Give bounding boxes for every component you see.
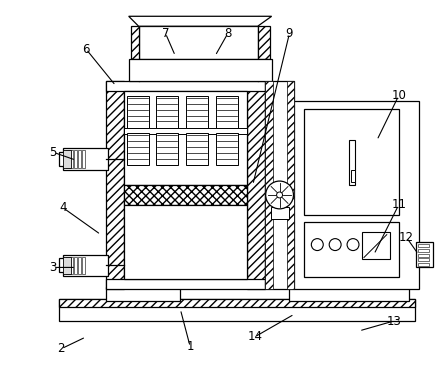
Bar	[289, 287, 408, 301]
Bar	[216, 96, 238, 129]
Text: 8: 8	[224, 27, 232, 40]
Bar	[63, 254, 108, 276]
Bar	[106, 287, 180, 301]
Bar	[74, 257, 77, 274]
Bar	[156, 133, 179, 165]
Bar	[128, 59, 272, 81]
Bar	[186, 96, 208, 129]
Bar	[186, 133, 208, 165]
Bar	[78, 257, 81, 274]
Text: 11: 11	[391, 198, 406, 211]
Bar	[351, 170, 355, 182]
Bar	[124, 185, 247, 205]
Bar	[106, 81, 264, 91]
Polygon shape	[128, 16, 272, 26]
Bar	[418, 243, 429, 246]
Bar	[70, 257, 73, 274]
Text: 13: 13	[386, 314, 401, 327]
Bar	[349, 140, 355, 185]
Bar	[287, 81, 295, 289]
Text: 5: 5	[50, 146, 57, 159]
Bar	[271, 207, 288, 219]
Bar	[418, 249, 429, 251]
Text: 1: 1	[187, 340, 194, 353]
Text: 12: 12	[399, 231, 414, 244]
Text: 4: 4	[59, 201, 67, 214]
Bar	[78, 150, 81, 168]
Circle shape	[276, 192, 283, 198]
Bar	[416, 242, 433, 267]
Bar	[63, 148, 108, 170]
Bar	[418, 254, 429, 257]
Circle shape	[347, 239, 359, 251]
Polygon shape	[258, 26, 270, 59]
Text: 9: 9	[286, 27, 293, 40]
Bar	[124, 91, 247, 185]
Bar	[106, 279, 264, 289]
Bar	[63, 257, 71, 274]
Bar	[127, 133, 148, 165]
Bar	[59, 152, 67, 166]
Text: 14: 14	[247, 330, 262, 343]
Bar	[264, 81, 295, 289]
Circle shape	[266, 181, 293, 209]
Bar	[216, 133, 238, 165]
Bar	[362, 232, 390, 259]
Bar	[156, 96, 179, 129]
Bar	[66, 257, 69, 274]
Bar	[82, 257, 85, 274]
Bar	[418, 263, 429, 266]
Bar	[70, 150, 73, 168]
Bar	[124, 205, 247, 279]
Bar	[106, 81, 124, 289]
Bar	[82, 150, 85, 168]
Text: 2: 2	[58, 342, 65, 355]
Bar	[66, 150, 69, 168]
Bar	[63, 150, 71, 168]
Bar	[295, 101, 419, 289]
Circle shape	[311, 239, 323, 251]
Bar	[59, 259, 67, 273]
Bar	[59, 299, 415, 321]
Bar	[304, 222, 399, 277]
Bar	[127, 96, 148, 129]
Bar	[418, 259, 429, 262]
Bar	[59, 299, 415, 307]
Text: 6: 6	[82, 43, 90, 56]
Text: 10: 10	[391, 89, 406, 102]
Circle shape	[329, 239, 341, 251]
Polygon shape	[131, 26, 139, 59]
Polygon shape	[139, 26, 258, 59]
Text: 7: 7	[162, 27, 169, 40]
Bar	[74, 150, 77, 168]
Bar	[304, 108, 399, 215]
Bar	[247, 81, 264, 289]
Bar	[264, 81, 272, 289]
Text: 3: 3	[50, 261, 57, 274]
Bar	[124, 129, 247, 135]
